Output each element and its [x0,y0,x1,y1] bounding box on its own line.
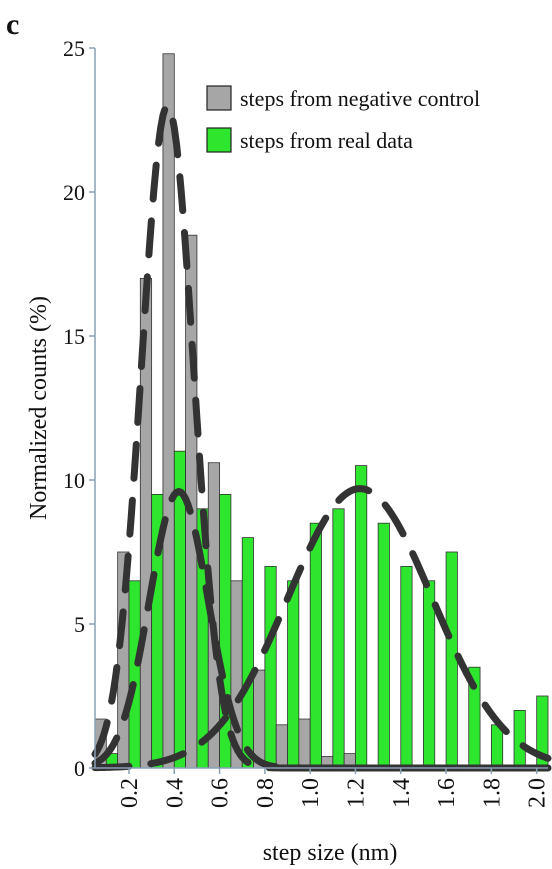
y-tick-label-15: 15 [63,324,85,349]
y-tick-label-25: 25 [63,36,85,61]
bar-real-data-14 [423,580,436,769]
y-tick-label-0: 0 [74,756,85,781]
x-tick-label-3: 0.8 [253,778,279,808]
x-tick-label-9: 2.0 [525,778,551,808]
y-ticks: 0 5 10 15 20 25 [63,36,95,781]
bar-real-data-9 [309,522,322,769]
x-axis-title: step size (nm) [263,840,398,866]
bar-real-data-17 [490,724,504,769]
bars-layer [94,53,549,769]
bar-real-data-8 [287,580,300,769]
legend-label-real-data: steps from real data [240,128,413,153]
legend-swatch-real-data [206,127,232,153]
bar-negative-control-3 [162,53,175,769]
bar-negative-control-8 [275,724,288,769]
legend: steps from negative control steps from r… [206,85,480,153]
fit-curve-2 [91,485,552,772]
y-tick-label-5: 5 [74,612,85,637]
bar-real-data-11 [355,465,368,769]
bar-real-data-6 [241,537,254,769]
x-tick-label-5: 1.2 [343,778,369,808]
legend-label-negative-control: steps from negative control [240,86,480,111]
bar-real-data-10 [332,508,345,769]
bar-real-data-12 [377,522,390,769]
x-tick-label-0: 0.2 [117,778,143,808]
x-tick-label-8: 1.8 [479,778,505,808]
bar-real-data-13 [400,566,413,769]
y-tick-label-20: 20 [63,180,85,205]
bar-real-data-7 [264,566,277,769]
bar-real-data-1 [128,580,141,769]
x-tick-label-7: 1.6 [434,778,460,808]
bar-real-data-18 [513,710,526,769]
bar-negative-control-7 [253,669,266,769]
bar-negative-control-9 [298,718,311,769]
y-tick-label-10: 10 [63,468,85,493]
y-axis-title: Normalized counts (%) [26,296,52,520]
x-tick-label-6: 1.4 [389,778,415,808]
x-tick-label-1: 0.4 [162,778,188,808]
bar-real-data-15 [445,551,458,769]
legend-swatch-negative-control [206,85,232,111]
x-tick-label-2: 0.6 [208,778,234,808]
panel-letter: c [6,8,19,41]
x-tick-label-4: 1.0 [298,778,324,808]
x-ticks: 0.2 0.4 0.6 0.8 1.0 1.2 1.4 1.6 1.8 2.0 [117,768,551,808]
